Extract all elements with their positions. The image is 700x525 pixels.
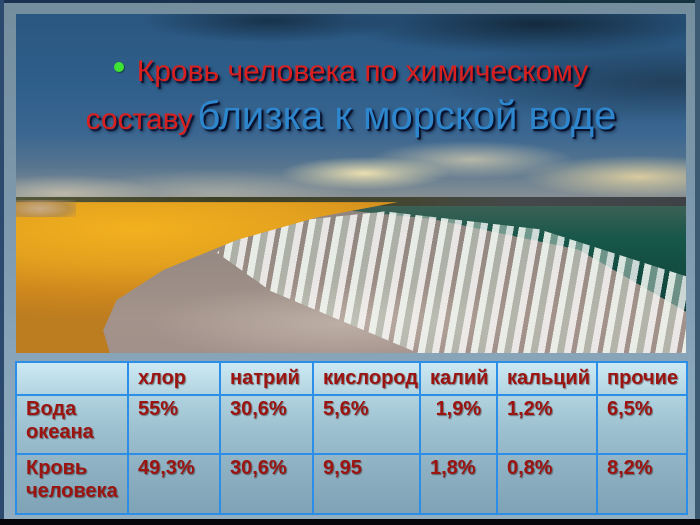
data-cell: 8,2% (596, 453, 688, 515)
header-cell-empty (15, 361, 129, 396)
row-label: Кровь человека (15, 453, 129, 515)
header-cell-sodium: натрий (219, 361, 314, 396)
data-cell: 30,6% (219, 394, 314, 455)
header-cell-potassium: калий (419, 361, 498, 396)
composition-table: хлор натрий кислород калий кальций прочи… (15, 361, 688, 515)
slide-edge-left (0, 0, 4, 525)
table-row-ocean-water: Вода океана 55% 30,6% 5,6% 1,9% 1,2% 6,5… (15, 394, 688, 455)
title-line-2: составу близка к морской воде (16, 95, 686, 138)
slide-edge-bottom (0, 519, 700, 525)
title-line-1: Кровь человека по химическому (16, 55, 686, 88)
slide-title: Кровь человека по химическому составу бл… (16, 55, 686, 139)
table-header-row: хлор натрий кислород калий кальций прочи… (15, 361, 688, 396)
data-cell: 1,9% (419, 394, 498, 455)
beach-photo: Кровь человека по химическому составу бл… (16, 14, 686, 353)
title-text-red-2: составу (85, 103, 194, 137)
composition-table-container: хлор натрий кислород калий кальций прочи… (15, 361, 688, 515)
slide-edge-top (0, 0, 700, 3)
data-cell: 49,3% (127, 453, 221, 515)
data-cell: 1,8% (419, 453, 498, 515)
header-cell-other: прочие (596, 361, 688, 396)
bullet-dot-icon (113, 62, 124, 72)
data-cell: 30,6% (219, 453, 314, 515)
header-cell-chlorine: хлор (127, 361, 221, 396)
data-cell: 6,5% (596, 394, 688, 455)
beach-rocks (16, 200, 77, 218)
data-cell: 55% (127, 394, 221, 455)
slide-edge-right (695, 0, 700, 525)
data-cell: 5,6% (312, 394, 421, 455)
header-cell-oxygen: кислород (312, 361, 421, 396)
table-row-human-blood: Кровь человека 49,3% 30,6% 9,95 1,8% 0,8… (15, 453, 688, 515)
title-text-red: Кровь человека по химическому (136, 55, 589, 88)
data-cell: 9,95 (312, 453, 421, 515)
data-cell: 0,8% (496, 453, 598, 515)
row-label: Вода океана (15, 394, 129, 455)
title-text-blue: близка к морской воде (197, 94, 617, 139)
header-cell-calcium: кальций (496, 361, 598, 396)
data-cell: 1,2% (496, 394, 598, 455)
